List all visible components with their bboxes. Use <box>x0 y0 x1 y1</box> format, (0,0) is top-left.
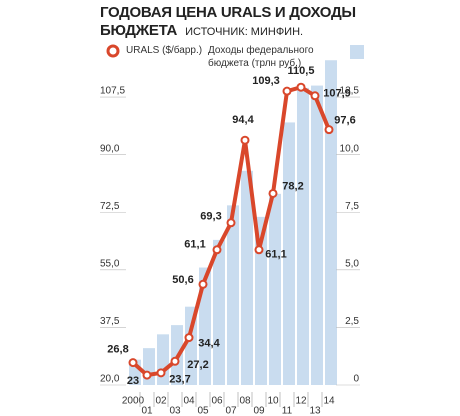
value-label: 61,1 <box>184 239 205 251</box>
x-tick-label: 08 <box>239 396 251 407</box>
subtitle: ИСТОЧНИК: МИНФИН. <box>185 26 304 38</box>
point <box>142 370 152 380</box>
bar <box>255 216 267 385</box>
point <box>240 135 250 145</box>
x-tick-label: 13 <box>309 406 321 416</box>
value-label: 94,4 <box>232 114 254 126</box>
point <box>296 82 306 92</box>
point <box>128 358 138 368</box>
chart-title: ГОДОВАЯ ЦЕНА URALS И ДОХОДЫ БЮДЖЕТА ИСТОЧ… <box>100 4 400 41</box>
x-tick-label: 12 <box>295 396 307 407</box>
value-label: 23 <box>127 375 139 387</box>
value-label: 78,2 <box>282 180 303 192</box>
bar <box>199 267 211 385</box>
point <box>184 333 194 343</box>
value-label: 23,7 <box>169 374 190 386</box>
bar <box>297 87 309 386</box>
point <box>212 245 222 255</box>
y2-tick-label: 2,5 <box>345 316 359 327</box>
point <box>324 125 334 135</box>
y-tick-label: 107,5 <box>100 86 125 97</box>
y-tick-label: 72,5 <box>100 201 120 212</box>
value-label: 27,2 <box>187 359 208 371</box>
y-tick-label: 55,0 <box>100 258 120 269</box>
legend-bar: Доходы федерального бюджета (трлн руб.) <box>208 45 314 69</box>
x-tick-label: 2000 <box>122 396 145 407</box>
y-tick-label: 37,5 <box>100 316 120 327</box>
x-tick-label: 09 <box>253 406 265 416</box>
x-tick-label: 03 <box>169 406 181 416</box>
x-tick-label: 14 <box>323 396 335 407</box>
value-label: 26,8 <box>107 344 128 356</box>
legend-marker <box>106 44 120 58</box>
value-label: 34,4 <box>198 338 220 350</box>
legend-line: URALS ($/барр.) <box>126 45 203 56</box>
point <box>268 188 278 198</box>
point <box>226 218 236 228</box>
value-label: 61,1 <box>265 249 286 261</box>
x-tick-label: 04 <box>183 396 195 407</box>
title-text: ГОДОВАЯ ЦЕНА URALS И ДОХОДЫ БЮДЖЕТА <box>100 4 356 39</box>
x-tick-label: 10 <box>267 396 279 407</box>
y-tick-label: 90,0 <box>100 143 120 154</box>
value-label: 69,3 <box>200 211 221 223</box>
bar <box>143 348 155 385</box>
x-tick-label: 05 <box>197 406 209 416</box>
bar <box>213 239 225 385</box>
x-tick-label: 06 <box>211 396 223 407</box>
bar <box>325 60 337 385</box>
x-tick-label: 07 <box>225 406 237 416</box>
x-tick-label: 01 <box>141 406 153 416</box>
y2-tick-label: 5,0 <box>345 258 359 269</box>
point <box>198 279 208 289</box>
value-label: 50,6 <box>172 274 193 286</box>
point <box>254 245 264 255</box>
bar <box>269 193 281 385</box>
y2-tick-label: 10,0 <box>340 143 360 154</box>
bar <box>311 85 323 386</box>
value-label: 109,3 <box>252 75 280 87</box>
x-tick-label: 11 <box>282 406 293 416</box>
bar <box>157 334 169 385</box>
bar <box>227 205 239 385</box>
point <box>310 91 320 101</box>
y-tick-label: 20,0 <box>100 374 120 385</box>
x-tick-label: 02 <box>155 396 167 407</box>
value-label: 107,9 <box>323 88 351 100</box>
bar <box>283 122 295 386</box>
legend-swatch <box>350 45 364 59</box>
bar <box>241 170 253 385</box>
value-label: 110,5 <box>288 65 315 77</box>
y2-tick-label: 12,5 <box>340 86 360 97</box>
point <box>156 368 166 378</box>
y2-tick-label: 0 <box>353 374 359 385</box>
value-label: 97,6 <box>334 115 355 127</box>
y2-tick-label: 7,5 <box>345 201 359 212</box>
point <box>282 86 292 96</box>
point <box>170 356 180 366</box>
